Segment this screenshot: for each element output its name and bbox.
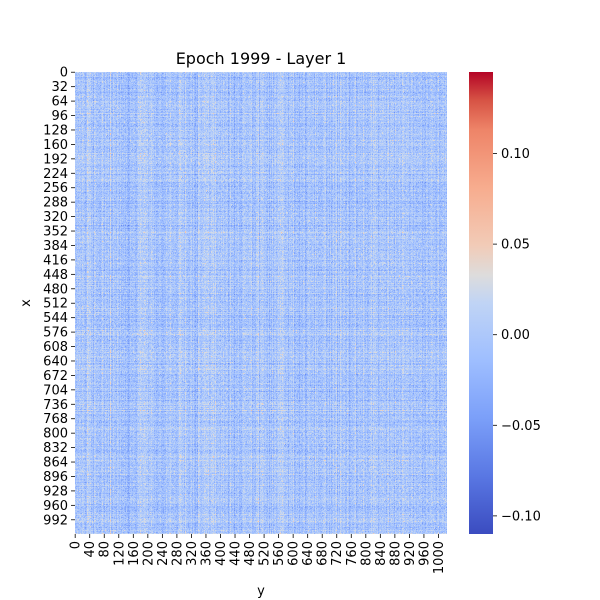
x-tick-label: 680 — [316, 541, 331, 566]
y-tick-label: 768 — [43, 412, 68, 427]
x-tick-label: 880 — [388, 541, 403, 566]
x-tick-label: 240 — [156, 541, 171, 566]
x-tick-label: 400 — [214, 541, 229, 566]
y-tick-label: 416 — [43, 253, 68, 268]
x-tick-label: 720 — [330, 541, 345, 566]
y-tick-label: 512 — [43, 297, 68, 312]
colorbar-gradient — [469, 72, 493, 534]
colorbar-tick-label: −0.10 — [501, 509, 541, 524]
y-tick-label: 864 — [43, 456, 68, 471]
x-tick-label: 0 — [69, 541, 84, 549]
x-tick-label: 360 — [199, 541, 214, 566]
y-tick-label: 992 — [43, 513, 68, 528]
x-tick-label: 1000 — [432, 541, 447, 574]
x-tick-label: 520 — [258, 541, 273, 566]
y-tick-label: 608 — [43, 340, 68, 355]
colorbar-tick-label: 0.00 — [501, 328, 530, 343]
y-tick-label: 448 — [43, 268, 68, 283]
y-tick-label: 160 — [43, 138, 68, 153]
y-tick-label: 896 — [43, 470, 68, 485]
y-tick-label: 0 — [60, 66, 68, 81]
colorbar: −0.10 −0.05 0.00 0.05 0.10 — [469, 72, 541, 534]
colorbar-ticks: −0.10 −0.05 0.00 0.05 0.10 — [493, 147, 541, 524]
y-tick-label: 32 — [51, 80, 68, 95]
y-tick-label: 960 — [43, 499, 68, 514]
x-tick-label: 160 — [127, 541, 142, 566]
y-tick-label: 640 — [43, 354, 68, 369]
y-tick-label: 704 — [43, 383, 68, 398]
y-tick-label: 544 — [43, 311, 68, 326]
x-tick-label: 440 — [229, 541, 244, 566]
y-tick-label: 672 — [43, 369, 68, 384]
x-axis-label: y — [257, 584, 265, 599]
x-tick-label: 40 — [83, 541, 98, 558]
x-tick-label: 960 — [417, 541, 432, 566]
y-tick-label: 832 — [43, 441, 68, 456]
x-tick-label: 760 — [345, 541, 360, 566]
x-tick-label: 560 — [272, 541, 287, 566]
y-tick-label: 128 — [43, 123, 68, 138]
y-axis-label: x — [19, 299, 34, 307]
x-axis: 0 40 80 120 160 200 240 280 320 360 400 440 480 520 56… — [69, 534, 447, 574]
heatmap-area — [75, 72, 447, 534]
y-tick-label: 928 — [43, 484, 68, 499]
x-tick-label: 920 — [403, 541, 418, 566]
y-tick-label: 352 — [43, 225, 68, 240]
y-tick-label: 96 — [51, 109, 68, 124]
y-tick-label: 736 — [43, 398, 68, 413]
heatmap-cells — [75, 72, 447, 534]
x-tick-label: 800 — [359, 541, 374, 566]
x-tick-label: 80 — [98, 541, 113, 558]
y-tick-label: 64 — [51, 95, 68, 110]
x-tick-label: 320 — [185, 541, 200, 566]
x-tick-label: 200 — [141, 541, 156, 566]
x-tick-label: 600 — [287, 541, 302, 566]
y-tick-label: 480 — [43, 282, 68, 297]
y-tick-label: 288 — [43, 196, 68, 211]
y-tick-label: 256 — [43, 181, 68, 196]
y-tick-label: 320 — [43, 210, 68, 225]
chart-title: Epoch 1999 - Layer 1 — [176, 49, 347, 68]
colorbar-tick-label: 0.10 — [501, 147, 530, 162]
y-tick-label: 192 — [43, 152, 68, 167]
y-axis: 0326496128160192224256288320352384416448… — [43, 66, 75, 528]
colorbar-tick-label: −0.05 — [501, 419, 541, 434]
y-tick-label: 800 — [43, 427, 68, 442]
x-tick-label: 120 — [112, 541, 127, 566]
x-tick-label: 640 — [301, 541, 316, 566]
y-tick-label: 224 — [43, 167, 68, 182]
y-tick-label: 576 — [43, 326, 68, 341]
x-tick-label: 840 — [374, 541, 389, 566]
y-tick-label: 384 — [43, 239, 68, 254]
colorbar-tick-label: 0.05 — [501, 238, 530, 253]
x-tick-label: 480 — [243, 541, 258, 566]
x-tick-label: 280 — [170, 541, 185, 566]
